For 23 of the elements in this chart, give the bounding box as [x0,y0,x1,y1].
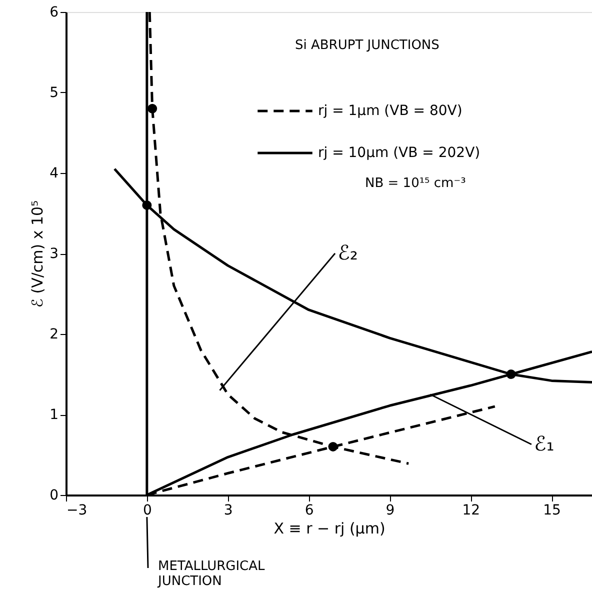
x-tick-label: 15 [543,502,561,518]
annotation: Si ABRUPT JUNCTIONS [295,38,440,53]
x-tick-label: 9 [386,502,395,518]
x-axis-title: X ≡ r − rj (μm) [274,520,386,538]
y-tick-label: 0 [50,488,58,504]
y-tick-label: 2 [50,326,58,342]
x-tick-label: 12 [462,502,480,518]
annotation: NB = 10¹⁵ cm⁻³ [365,176,466,191]
x-tick-label: 0 [142,502,152,518]
x-tick-label: 6 [304,502,314,518]
legend-label: rj = 10μm (VB = 202V) [318,145,480,161]
y-axis-title: ℰ (V/cm) x 10⁵ [28,200,47,308]
annotation: ℰ₂ [338,240,358,264]
y-tick-label: 6 [50,4,59,20]
annotation: ℰ₁ [534,431,554,456]
y-tick-label: 3 [50,246,58,262]
x-tick-label: 3 [224,502,233,518]
y-tick-label: 1 [50,407,58,423]
legend-label: rj = 1μm (VB = 80V) [318,103,462,119]
x-tick-label: −3 [66,502,88,518]
text: METALLURGICAL JUNCTION [157,559,266,589]
y-tick-label: 4 [50,166,59,182]
y-tick-label: 5 [50,85,58,101]
